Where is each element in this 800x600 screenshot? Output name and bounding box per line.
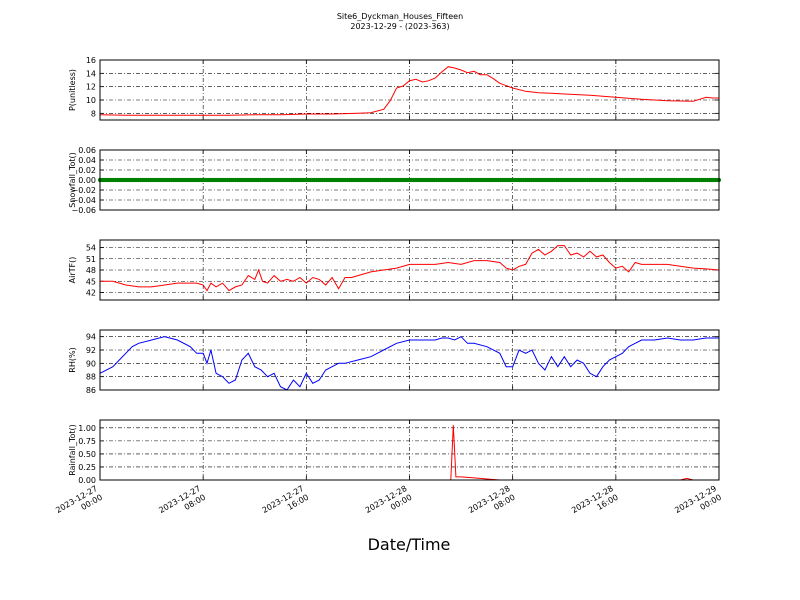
- y-axis-label: Rainfall_Tot(): [68, 424, 77, 476]
- chart-title-line1: Site6_Dyckman_Houses_Fifteen: [337, 12, 463, 21]
- y-tick-label: 92: [86, 346, 96, 355]
- x-tick-label: 2023-12-2716:00: [261, 484, 311, 524]
- y-tick-label: 45: [86, 277, 96, 286]
- y-tick-label: 0.06: [78, 146, 96, 155]
- x-tick-label: 2023-12-2816:00: [570, 484, 620, 524]
- y-tick-label: 51: [86, 255, 96, 264]
- panel-3: 42 45 48 51 54 AirTF(): [68, 239, 720, 301]
- y-tick-label: 12: [86, 83, 96, 92]
- series-line: [99, 66, 719, 116]
- y-tick-labels: 0.00 0.25 0.50 0.75 1.00: [78, 424, 96, 485]
- y-axis-label: Snowfall_Tot(): [68, 152, 77, 208]
- y-tick-labels: 0.060.040.020.00−0.02−0.04−0.06: [71, 146, 96, 215]
- y-tick-label: 1.00: [78, 424, 96, 433]
- y-axis-label: RH(%): [68, 347, 77, 372]
- series-line: [100, 245, 720, 292]
- y-tick-label: 10: [86, 96, 96, 105]
- y-tick-label: −0.06: [71, 206, 96, 215]
- y-tick-label: 0.25: [78, 463, 96, 472]
- panel-1: 8 10 12 14 16 P(unitless): [68, 56, 720, 121]
- x-tick-label: 2023-12-2808:00: [467, 484, 517, 524]
- x-tick-label: 2023-12-2700:00: [54, 484, 104, 524]
- y-tick-label: 88: [86, 373, 96, 382]
- plot-frame: [99, 59, 720, 121]
- panel-4: 86 88 90 92 94 RH(%): [68, 329, 720, 395]
- y-tick-label: 94: [86, 333, 96, 342]
- plot-frame: [99, 329, 720, 391]
- y-axis-label: P(unitless): [68, 69, 77, 111]
- plot-frame: [99, 239, 720, 301]
- y-tick-label: 0.00: [78, 476, 96, 485]
- y-tick-label: 90: [86, 359, 96, 368]
- panel-2: 0.060.040.020.00−0.02−0.04−0.06Snowfall_…: [68, 146, 722, 215]
- snowfall-points: [97, 177, 722, 183]
- chart-title-line2: 2023-12-29 - (2023-363): [350, 22, 449, 31]
- y-tick-label: 16: [86, 56, 96, 65]
- y-tick-label: 0.04: [78, 156, 96, 165]
- y-tick-label: 14: [86, 69, 96, 78]
- x-tick-label: 2023-12-2708:00: [157, 484, 207, 524]
- y-tick-label: 0.02: [78, 166, 96, 175]
- x-tick-labels: 2023-12-2700:00 2023-12-2708:00 2023-12-27…: [54, 484, 723, 524]
- x-tick-label: 2023-12-2900:00: [673, 484, 723, 524]
- y-tick-label: 86: [86, 386, 96, 395]
- y-tick-labels: 86 88 90 92 94: [86, 333, 96, 395]
- y-tick-labels: 8 10 12 14 16: [86, 56, 96, 118]
- y-tick-label: 0.75: [78, 437, 96, 446]
- x-axis-label: Date/Time: [368, 535, 451, 554]
- y-tick-labels: 42 45 48 51 54: [86, 244, 96, 298]
- y-axis-label: AirTF(): [68, 257, 77, 284]
- y-tick-label: 54: [86, 244, 96, 253]
- y-tick-label: −0.02: [71, 186, 96, 195]
- y-tick-label: −0.04: [71, 196, 96, 205]
- series-line: [100, 425, 719, 481]
- y-tick-label: 48: [86, 266, 96, 275]
- y-tick-label: 0.00: [78, 176, 96, 185]
- x-tick-label: 2023-12-2800:00: [364, 484, 414, 524]
- y-tick-label: 42: [86, 289, 96, 298]
- y-tick-label: 8: [91, 109, 96, 118]
- panels: 810121416P(unitless)0.060.040.020.00−0.0…: [68, 56, 722, 485]
- y-tick-label: 0.50: [78, 450, 96, 459]
- series-line: [99, 336, 719, 391]
- plot-frame: [99, 419, 720, 481]
- plot-frame: [99, 149, 720, 211]
